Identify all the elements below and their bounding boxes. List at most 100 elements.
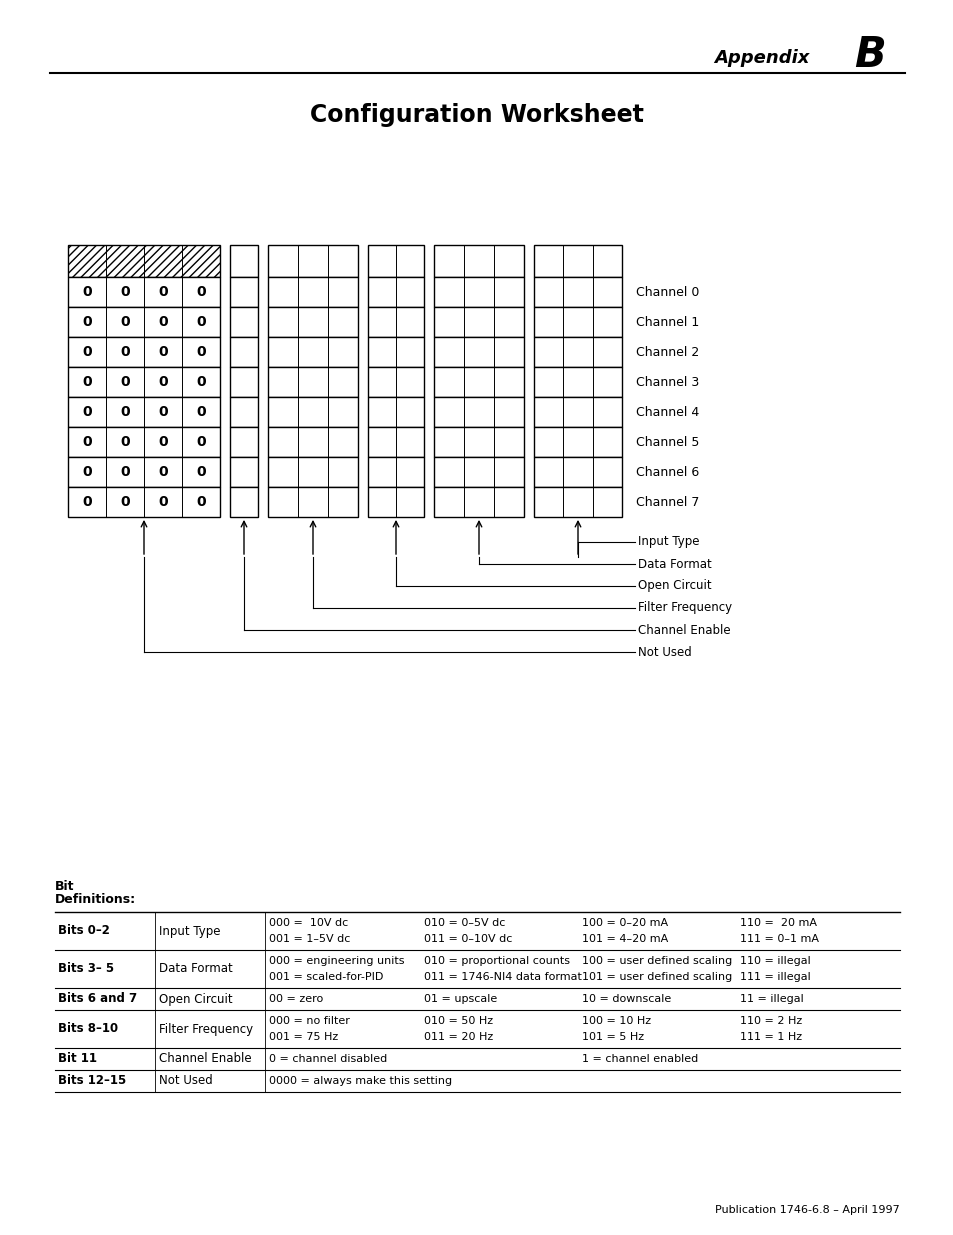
Bar	[68, 308, 220, 337]
Text: 0: 0	[158, 466, 168, 479]
Bar	[534, 308, 621, 337]
Text: 0: 0	[120, 405, 130, 419]
Text: 110 =  20 mA: 110 = 20 mA	[740, 918, 816, 927]
Bar	[268, 396, 357, 427]
Text: 0: 0	[196, 285, 206, 299]
Text: 0: 0	[158, 315, 168, 329]
Text: Filter Frequency: Filter Frequency	[638, 601, 731, 615]
Bar	[268, 337, 357, 367]
Text: Channel 7: Channel 7	[636, 495, 699, 509]
Text: 0: 0	[120, 495, 130, 509]
Bar	[368, 396, 423, 427]
Text: 0: 0	[196, 375, 206, 389]
Text: 0: 0	[82, 405, 91, 419]
Text: 0: 0	[82, 435, 91, 450]
Text: Publication 1746-6.8 – April 1997: Publication 1746-6.8 – April 1997	[715, 1205, 899, 1215]
Text: 000 = no filter: 000 = no filter	[269, 1015, 350, 1025]
Text: 0: 0	[158, 405, 168, 419]
Bar	[230, 277, 257, 308]
Text: Channel 2: Channel 2	[636, 346, 699, 358]
Text: Bits 6 and 7: Bits 6 and 7	[58, 993, 137, 1005]
Text: 001 = scaled-for-PID: 001 = scaled-for-PID	[269, 972, 383, 982]
Text: 11 = illegal: 11 = illegal	[740, 994, 803, 1004]
Bar	[268, 308, 357, 337]
Text: 0: 0	[120, 315, 130, 329]
Text: 101 = 4–20 mA: 101 = 4–20 mA	[581, 935, 667, 945]
Text: Input Type: Input Type	[638, 536, 699, 548]
Text: Bits 0–2: Bits 0–2	[58, 925, 110, 937]
Text: 10 = downscale: 10 = downscale	[581, 994, 671, 1004]
Text: 0: 0	[120, 435, 130, 450]
Bar	[534, 457, 621, 487]
Text: Channel 0: Channel 0	[636, 285, 699, 299]
Bar	[434, 245, 523, 277]
Text: 100 = 10 Hz: 100 = 10 Hz	[581, 1015, 651, 1025]
Bar	[68, 367, 220, 396]
Text: 111 = 0–1 mA: 111 = 0–1 mA	[740, 935, 818, 945]
Bar	[434, 367, 523, 396]
Text: Channel 6: Channel 6	[636, 466, 699, 478]
Text: 0: 0	[82, 495, 91, 509]
Text: 1 = channel enabled: 1 = channel enabled	[581, 1053, 698, 1065]
Text: 110 = 2 Hz: 110 = 2 Hz	[740, 1015, 801, 1025]
Bar	[534, 337, 621, 367]
Bar	[68, 396, 220, 427]
Text: Not Used: Not Used	[638, 646, 691, 658]
Text: Bits 12–15: Bits 12–15	[58, 1074, 126, 1088]
Text: 010 = proportional counts: 010 = proportional counts	[423, 956, 569, 966]
Text: Appendix: Appendix	[714, 49, 809, 67]
Bar	[434, 427, 523, 457]
Text: 101 = user defined scaling: 101 = user defined scaling	[581, 972, 732, 982]
Text: 0 = channel disabled: 0 = channel disabled	[269, 1053, 387, 1065]
Text: Not Used: Not Used	[159, 1074, 213, 1088]
Bar	[230, 457, 257, 487]
Bar	[230, 245, 257, 277]
Bar	[534, 367, 621, 396]
Bar	[434, 337, 523, 367]
Bar	[434, 487, 523, 517]
Bar	[368, 245, 423, 277]
Bar	[434, 308, 523, 337]
Text: 111 = 1 Hz: 111 = 1 Hz	[740, 1032, 801, 1042]
Bar	[368, 337, 423, 367]
Text: 0: 0	[158, 435, 168, 450]
Text: 0: 0	[158, 495, 168, 509]
Text: 0: 0	[196, 405, 206, 419]
Bar	[268, 367, 357, 396]
Text: 0: 0	[196, 466, 206, 479]
Text: 000 = engineering units: 000 = engineering units	[269, 956, 404, 966]
Bar	[230, 396, 257, 427]
Bar	[68, 245, 220, 277]
Text: Bits 8–10: Bits 8–10	[58, 1023, 118, 1035]
Bar	[68, 427, 220, 457]
Text: 111 = illegal: 111 = illegal	[740, 972, 810, 982]
Bar	[68, 487, 220, 517]
Text: 010 = 0–5V dc: 010 = 0–5V dc	[423, 918, 505, 927]
Text: Data Format: Data Format	[159, 962, 233, 976]
Text: 01 = upscale: 01 = upscale	[423, 994, 497, 1004]
Text: 0: 0	[82, 345, 91, 359]
Text: 0: 0	[158, 285, 168, 299]
Text: Bit: Bit	[55, 881, 74, 893]
Bar	[68, 337, 220, 367]
Bar	[268, 427, 357, 457]
Text: 000 =  10V dc: 000 = 10V dc	[269, 918, 348, 927]
Text: 0: 0	[158, 345, 168, 359]
Text: 0: 0	[82, 315, 91, 329]
Text: 0: 0	[120, 375, 130, 389]
Text: Channel 5: Channel 5	[636, 436, 699, 448]
Text: Input Type: Input Type	[159, 925, 220, 937]
Bar	[434, 457, 523, 487]
Text: 100 = user defined scaling: 100 = user defined scaling	[581, 956, 732, 966]
Bar	[534, 277, 621, 308]
Bar	[68, 277, 220, 308]
Bar	[230, 427, 257, 457]
Text: 110 = illegal: 110 = illegal	[740, 956, 810, 966]
Bar	[68, 245, 220, 277]
Text: 00 = zero: 00 = zero	[269, 994, 323, 1004]
Bar	[368, 487, 423, 517]
Bar	[230, 337, 257, 367]
Bar	[268, 245, 357, 277]
Bar	[368, 367, 423, 396]
Bar	[268, 487, 357, 517]
